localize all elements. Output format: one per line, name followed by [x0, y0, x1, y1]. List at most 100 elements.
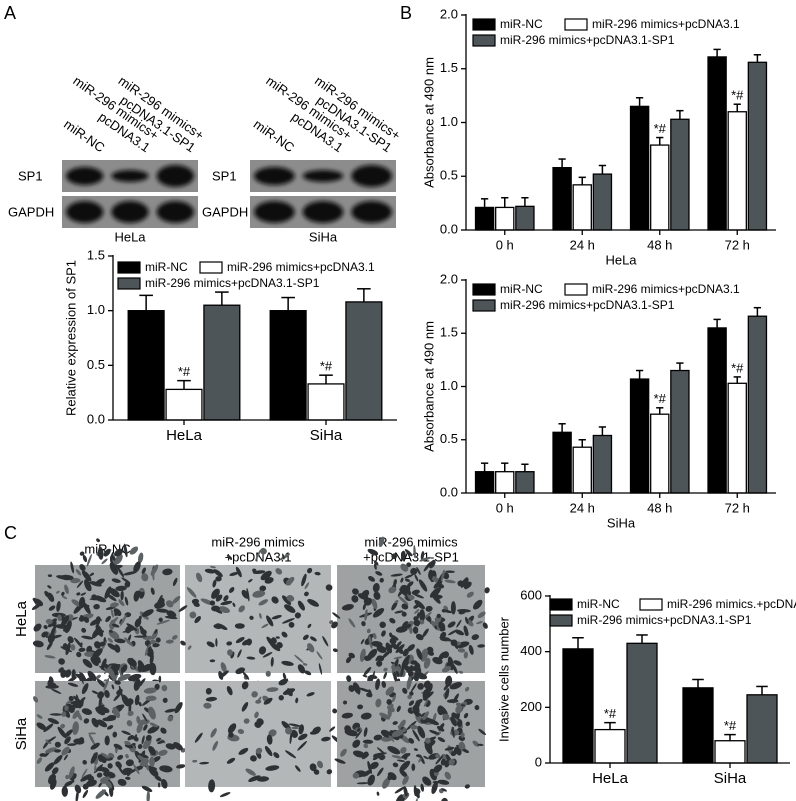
- cell-speck: [210, 566, 216, 569]
- cell-speck: [115, 585, 127, 592]
- cell-speck: [145, 763, 150, 771]
- cell-speck: [403, 754, 408, 760]
- cell-speck: [464, 616, 469, 625]
- cell-speck: [341, 712, 353, 719]
- bar: [307, 383, 345, 421]
- cell-speck: [137, 755, 148, 763]
- cell-speck: [49, 625, 57, 639]
- cell-speck: [125, 754, 129, 759]
- cell-speck: [252, 590, 266, 598]
- cell-speck: [389, 634, 399, 641]
- cell-speck: [143, 724, 148, 731]
- cell-speck: [463, 651, 468, 659]
- legend-label: miR-296 mimics+pcDNA3.1-SP1: [500, 33, 675, 47]
- cell-speck: [288, 621, 295, 628]
- cell-speck: [78, 647, 86, 652]
- cell-speck: [74, 784, 82, 794]
- cell-speck: [78, 616, 85, 622]
- cell-speck: [406, 644, 415, 652]
- y-tick-label: 2.0: [440, 6, 458, 21]
- cell-speck: [72, 721, 79, 735]
- cell-speck: [411, 589, 420, 595]
- cell-speck: [322, 635, 329, 647]
- cell-speck: [325, 584, 333, 591]
- cell-speck: [50, 682, 57, 689]
- cell-speck: [278, 695, 284, 701]
- cell-speck: [203, 702, 212, 709]
- cell-speck: [321, 736, 331, 742]
- cell-speck: [136, 715, 141, 724]
- cell-speck: [362, 674, 368, 678]
- cell-speck: [57, 726, 67, 739]
- cell-speck: [119, 618, 123, 624]
- cell-speck: [369, 761, 379, 770]
- cell-speck: [158, 617, 163, 622]
- cell-speck: [417, 725, 426, 739]
- cell-speck: [344, 729, 358, 737]
- cell-speck: [204, 568, 216, 574]
- blot-band: [156, 165, 194, 187]
- cell-speck: [87, 670, 97, 682]
- cell-speck: [36, 722, 47, 731]
- cell-speck: [401, 550, 406, 561]
- cell-speck: [93, 603, 100, 610]
- legend-swatch: [549, 598, 573, 611]
- cell-speck: [275, 636, 280, 639]
- cell-speck: [395, 794, 404, 801]
- cell-speck: [148, 746, 156, 756]
- cell-speck: [454, 629, 465, 636]
- cell-speck: [103, 677, 110, 691]
- cell-speck: [89, 581, 102, 587]
- cell-speck: [56, 575, 69, 580]
- cell-speck: [252, 568, 257, 573]
- legend-swatch: [117, 261, 141, 274]
- cell-speck: [416, 567, 421, 575]
- y-tick-label: 0.5: [440, 431, 458, 446]
- cell-speck: [297, 600, 306, 611]
- cell-speck: [372, 632, 377, 640]
- cell-speck: [402, 775, 409, 785]
- cell-speck: [133, 763, 140, 775]
- significance-label: *#: [724, 718, 737, 733]
- cell-speck: [215, 638, 218, 647]
- cell-speck: [145, 734, 152, 741]
- cell-speck: [450, 601, 456, 615]
- cell-speck: [95, 789, 107, 799]
- cell-speck: [241, 702, 249, 712]
- cell-speck: [367, 548, 379, 556]
- bar: [629, 378, 650, 494]
- cell-speck: [314, 571, 321, 576]
- cell-speck: [295, 697, 299, 704]
- cell-speck: [357, 704, 364, 710]
- micrograph: [185, 565, 331, 673]
- cell-speck: [464, 686, 470, 692]
- cell-speck: [82, 789, 89, 799]
- cell-speck: [391, 729, 404, 738]
- cell-speck: [79, 564, 86, 572]
- blot-band: [66, 167, 104, 185]
- cell-speck: [80, 774, 92, 782]
- cell-speck: [404, 574, 414, 579]
- cell-speck: [444, 579, 456, 584]
- cell-speck: [255, 549, 261, 562]
- cell-speck: [298, 724, 304, 735]
- cell-speck: [266, 687, 279, 692]
- cell-speck: [441, 666, 452, 673]
- cell-speck: [86, 779, 97, 787]
- cell-speck: [129, 546, 139, 555]
- cell-speck: [61, 711, 67, 717]
- image-column-label: miR-296 mimics: [211, 534, 305, 549]
- cell-speck: [341, 604, 354, 611]
- y-axis-title: Invasive cells number: [496, 616, 511, 742]
- cell-speck: [380, 729, 391, 738]
- cell-speck: [117, 673, 131, 682]
- cell-speck: [140, 663, 153, 673]
- cell-speck: [444, 771, 451, 780]
- bar: [495, 206, 515, 231]
- cell-speck: [389, 617, 396, 624]
- cell-speck: [409, 724, 418, 730]
- y-tick-label: 1.5: [87, 247, 105, 262]
- bar: [592, 434, 613, 494]
- cell-speck: [276, 641, 283, 649]
- cell-speck: [173, 742, 183, 751]
